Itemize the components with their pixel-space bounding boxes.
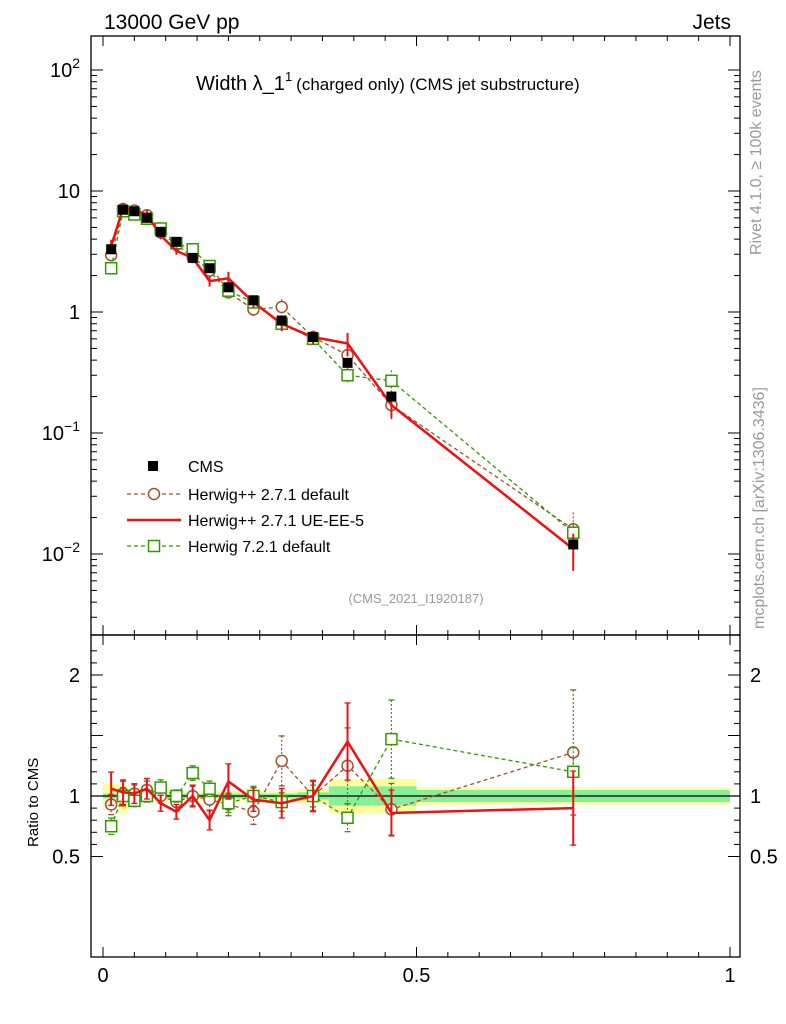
legend-entry: CMS [148, 459, 224, 476]
mcplots-label: mcplots.cern.ch [arXiv:1306.3436] [751, 387, 768, 629]
plot-title-superscript: 1 [285, 69, 292, 84]
data-point-cms [276, 315, 287, 326]
data-point-cms [342, 357, 353, 368]
legend-entry: Herwig++ 2.7.1 UE-EE-5 [127, 513, 364, 530]
ratio-ylabel: Ratio to CMS [25, 758, 42, 847]
data-point-circle [147, 487, 161, 501]
data-point-square [170, 789, 183, 803]
data-point-square [186, 766, 199, 780]
legend-label: Herwig++ 2.7.1 UE-EE-5 [188, 513, 364, 530]
data-point-cms [141, 212, 152, 223]
data-point-cms [386, 391, 397, 402]
rivet-label: Rivet 4.1.0, ≥ 100k events [748, 70, 765, 255]
data-point-cms [308, 332, 319, 343]
data-point-square [341, 369, 354, 382]
x-tick-label: 1 [724, 965, 735, 987]
legend-entry: Herwig 7.2.1 default [127, 539, 331, 556]
data-point-cms [204, 263, 215, 274]
data-point-cms [171, 236, 182, 247]
data-point-cms [118, 204, 129, 215]
data-point-square [154, 781, 167, 794]
ratio-y-tick-label-right: 2 [750, 665, 761, 687]
data-point-square [104, 820, 118, 833]
x-tick-label: 0.5 [403, 965, 431, 987]
ratio-y-tick-label: 0.5 [52, 847, 80, 869]
data-point-cms [187, 252, 198, 263]
data-point-circle [275, 754, 288, 768]
data-point-square [385, 732, 398, 746]
y-tick-label: 10−1 [42, 418, 80, 445]
data-point-cms [106, 244, 117, 255]
data-point-square [104, 261, 118, 275]
y-tick-label: 10 [58, 181, 80, 203]
data-point-square [147, 539, 161, 553]
y-tick-label: 102 [50, 55, 80, 82]
plot-title-suffix: (charged only) (CMS jet substructure) [296, 75, 579, 94]
data-point-square [385, 374, 398, 388]
analysis-id: (CMS_2021_I1920187) [348, 591, 483, 606]
header-left: 13000 GeV pp [104, 11, 239, 34]
data-point-cms [248, 295, 259, 306]
x-tick-label: 0 [97, 965, 108, 987]
data-point-circle [275, 300, 288, 314]
ratio-y-tick-label: 1 [69, 786, 80, 808]
ratio-y-tick-label-right: 1 [750, 786, 761, 808]
legend-entry: Herwig++ 2.7.1 default [127, 487, 350, 504]
plot-title-main: Width λ_1 [196, 73, 285, 95]
plot-title: Width λ_11 (charged only) (CMS jet substr… [196, 69, 580, 95]
data-point-cms [223, 282, 234, 293]
legend-marker-cms [148, 461, 158, 471]
data-point-cms [568, 539, 579, 550]
header-right: Jets [692, 11, 731, 34]
y-tick-label: 10−2 [42, 539, 80, 566]
data-point-cms [155, 226, 166, 237]
legend-label: Herwig++ 2.7.1 default [188, 487, 350, 504]
legend-label: Herwig 7.2.1 default [188, 539, 331, 556]
series-data [106, 204, 579, 550]
data-point-square [341, 811, 354, 825]
data-point-cms [129, 206, 140, 217]
ratio-y-tick-label: 2 [69, 665, 80, 687]
ratio-y-tick-label-right: 0.5 [750, 847, 778, 869]
data-point-square [203, 782, 216, 795]
data-point-circle [203, 793, 216, 806]
legend-label: CMS [188, 459, 224, 476]
y-tick-label: 1 [69, 302, 80, 324]
